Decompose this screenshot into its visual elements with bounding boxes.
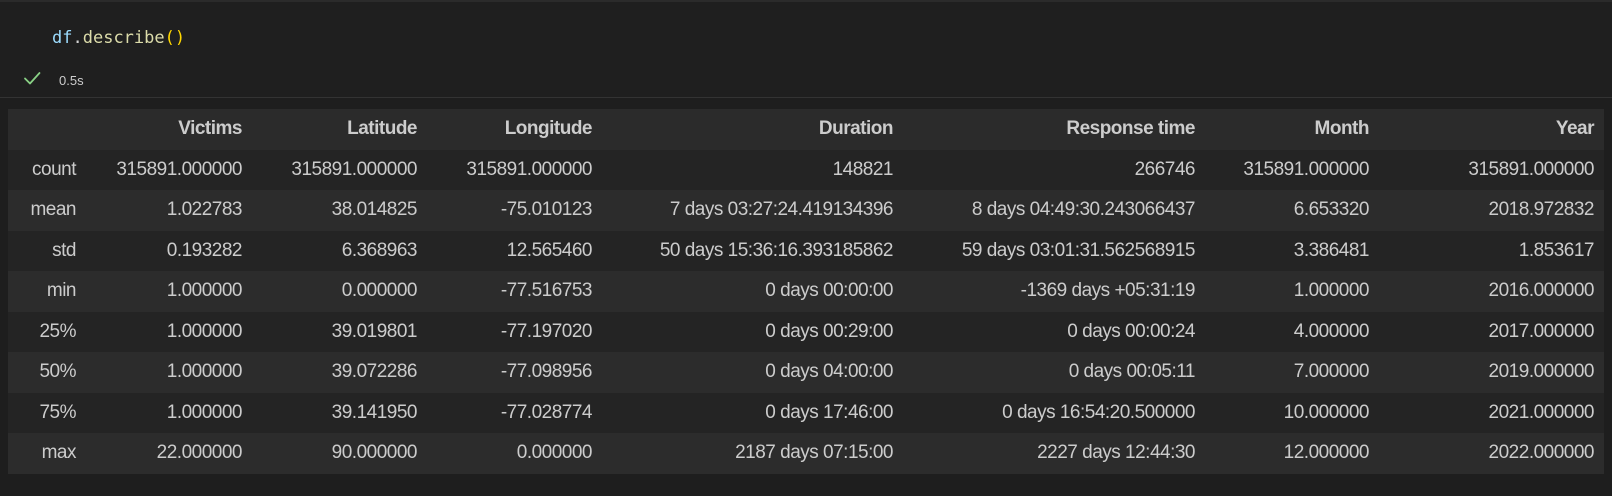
execution-status: 0.5s — [22, 68, 84, 88]
table-cell: 1.853617 — [1518, 239, 1595, 261]
table-cell: 1.000000 — [166, 401, 243, 423]
code-variable: df — [52, 28, 73, 48]
column-header: Duration — [818, 118, 894, 140]
table-cell: 315891.000000 — [291, 158, 417, 180]
table-cell: 0 days 00:00:00 — [765, 280, 893, 302]
table-cell: 1.000000 — [166, 280, 243, 302]
table-cell: 39.072286 — [331, 361, 418, 383]
index-header — [8, 109, 88, 150]
table-cell: 315891.000000 — [1243, 158, 1369, 180]
table-cell: 2018.972832 — [1488, 199, 1595, 221]
code-dot: . — [72, 28, 83, 48]
table-cell: 2017.000000 — [1488, 320, 1595, 342]
table-cell: 1.000000 — [166, 320, 243, 342]
table-cell: -77.098956 — [500, 361, 593, 383]
table-cell: 2227 days 12:44:30 — [1037, 442, 1195, 464]
row-label: max — [41, 442, 77, 464]
table-cell: -1369 days +05:31:19 — [1020, 280, 1196, 302]
table-cell: 7.000000 — [1293, 361, 1370, 383]
execution-time: 0.5s — [59, 72, 84, 88]
table-row: std 0.193282 6.368963 12.565460 50 days 15:3… — [8, 230, 1604, 271]
column-header: Victims — [178, 118, 242, 140]
table-cell: 0 days 00:29:00 — [765, 320, 893, 342]
row-label: count — [32, 158, 76, 180]
table-cell: 10.000000 — [1283, 401, 1370, 423]
table-cell: 7 days 03:27:24.419134396 — [669, 199, 894, 221]
table-row: min 1.000000 0.000000 -77.516753 0 days 00:0… — [8, 271, 1604, 312]
table-cell: 2019.000000 — [1488, 361, 1595, 383]
table-header-row: Victims Latitude Longitude Duration Response… — [8, 109, 1604, 150]
table-cell: 2021.000000 — [1488, 401, 1595, 423]
table-cell: 148821 — [832, 158, 894, 180]
table-cell: 90.000000 — [331, 442, 418, 464]
table-cell: 0 days 16:54:20.500000 — [1002, 401, 1195, 423]
table-row: mean 1.022783 38.014825 -75.010123 7 days 03… — [8, 190, 1604, 231]
table-cell: 22.000000 — [156, 442, 243, 464]
table-cell: 315891.000000 — [466, 158, 592, 180]
table-cell: 0.000000 — [341, 280, 418, 302]
table-cell: 0 days 00:05:11 — [1068, 361, 1196, 383]
table-cell: 315891.000000 — [116, 158, 242, 180]
table-cell: 0.000000 — [516, 442, 593, 464]
table-cell: 0.193282 — [166, 239, 243, 261]
table-cell: -77.028774 — [500, 401, 593, 423]
table-cell: 39.141950 — [331, 401, 418, 423]
table-row: 50% 1.000000 39.072286 -77.098956 0 days 04:… — [8, 352, 1604, 393]
table-row: 75% 1.000000 39.141950 -77.028774 0 days 17:… — [8, 392, 1604, 433]
table-cell: 1.000000 — [166, 361, 243, 383]
row-label: 75% — [39, 401, 76, 423]
table-cell: 50 days 15:36:16.393185862 — [659, 239, 894, 261]
table-cell: 1.000000 — [1293, 280, 1370, 302]
table-cell: 2016.000000 — [1488, 280, 1595, 302]
table-cell: 0 days 04:00:00 — [765, 361, 893, 383]
table-cell: 315891.000000 — [1468, 158, 1594, 180]
table-cell: 0 days 17:46:00 — [765, 401, 893, 423]
table-cell: 8 days 04:49:30.243066437 — [971, 199, 1196, 221]
column-header: Response time — [1066, 118, 1195, 140]
table-cell: 6.653320 — [1293, 199, 1370, 221]
table-body: count 315891.000000 315891.000000 315891.00… — [8, 149, 1604, 474]
column-header: Longitude — [504, 118, 593, 140]
cell-output: Victims Latitude Longitude Duration Response… — [8, 109, 1604, 474]
table-cell: 12.565460 — [506, 239, 593, 261]
code-parens: () — [164, 28, 186, 48]
table-cell: 4.000000 — [1293, 320, 1370, 342]
row-label: mean — [30, 199, 76, 221]
code-function: describe — [82, 28, 165, 48]
column-header: Year — [1555, 118, 1595, 140]
table-cell: 6.368963 — [341, 239, 418, 261]
describe-table: Victims Latitude Longitude Duration Response… — [8, 109, 1604, 474]
table-cell: -75.010123 — [500, 199, 593, 221]
column-header: Month — [1314, 118, 1370, 140]
table-cell: -77.516753 — [500, 280, 593, 302]
row-label: min — [46, 280, 77, 302]
row-label: 25% — [39, 320, 76, 342]
table-cell: 1.022783 — [166, 199, 243, 221]
table-cell: 0 days 00:00:24 — [1067, 320, 1195, 342]
table-cell: 39.019801 — [331, 320, 418, 342]
table-cell: 59 days 03:01:31.562568915 — [961, 239, 1196, 261]
table-cell: 2022.000000 — [1488, 442, 1595, 464]
table-cell: -77.197020 — [500, 320, 593, 342]
table-cell: 12.000000 — [1283, 442, 1370, 464]
table-cell: 266746 — [1134, 158, 1196, 180]
table-row: 25% 1.000000 39.019801 -77.197020 0 days 00:… — [8, 311, 1604, 352]
table-row: max 22.000000 90.000000 0.000000 2187 days 0… — [8, 433, 1604, 474]
code-line[interactable]: df.describe() — [52, 26, 185, 50]
code-cell-input[interactable]: df.describe() 0.5s — [0, 2, 1612, 98]
table-row: count 315891.000000 315891.000000 315891.00… — [8, 149, 1604, 190]
check-icon — [22, 68, 42, 88]
table-cell: 3.386481 — [1293, 239, 1370, 261]
table-cell: 2187 days 07:15:00 — [735, 442, 893, 464]
table-cell: 38.014825 — [331, 199, 418, 221]
column-header: Latitude — [347, 118, 417, 140]
row-label: std — [52, 239, 76, 261]
row-label: 50% — [39, 361, 76, 383]
